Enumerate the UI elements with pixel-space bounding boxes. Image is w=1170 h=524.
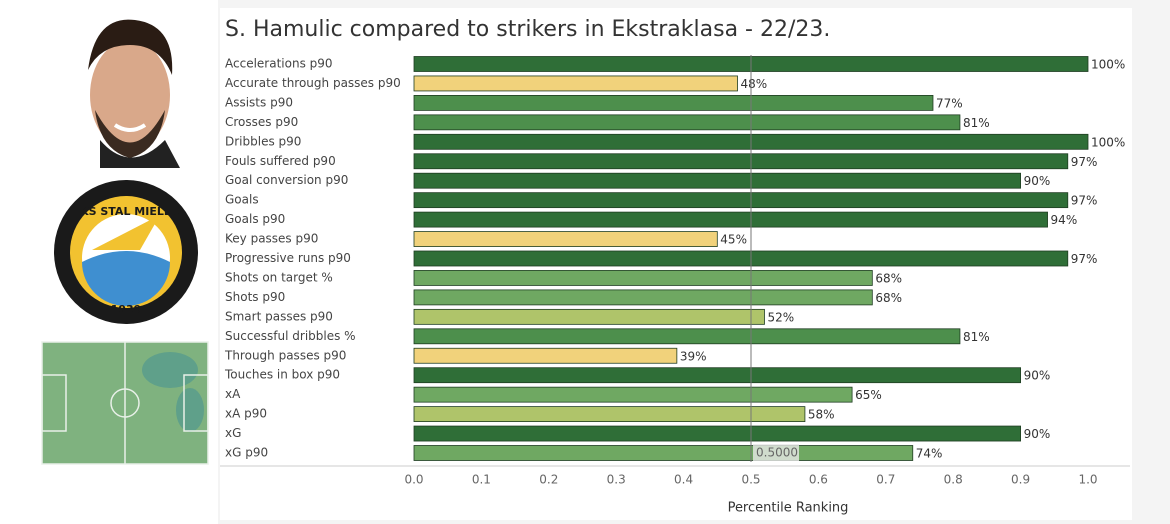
value-label: 81%	[963, 330, 990, 344]
bar	[413, 192, 1069, 209]
category-label: Crosses p90	[225, 115, 298, 129]
category-label: Touches in box p90	[224, 368, 340, 382]
value-label: 74%	[916, 447, 943, 461]
value-label: 77%	[936, 96, 963, 110]
x-tick-label: 0.2	[539, 473, 558, 487]
category-label: Successful dribbles %	[225, 329, 356, 343]
x-tick-label: 0.5	[741, 473, 760, 487]
value-label: 97%	[1071, 252, 1098, 266]
value-label: 90%	[1024, 427, 1051, 441]
bar	[413, 386, 853, 403]
bar	[413, 95, 934, 111]
x-tick-label: 0.0	[404, 473, 423, 487]
value-label: 90%	[1024, 369, 1051, 383]
x-tick-label: 0.8	[944, 473, 963, 487]
value-label: 58%	[808, 408, 835, 422]
chart-title: S. Hamulic compared to strikers in Ekstr…	[225, 17, 830, 42]
value-label: 52%	[767, 310, 794, 324]
heatmap	[41, 341, 209, 465]
category-label: Goal conversion p90	[225, 173, 348, 187]
bar	[413, 445, 914, 461]
value-label: 81%	[963, 116, 990, 130]
value-label: 100%	[1091, 135, 1125, 149]
reference-label: 0.5000	[756, 446, 798, 460]
bar	[413, 211, 1048, 228]
category-label: Progressive runs p90	[225, 251, 351, 265]
value-label: 100%	[1091, 58, 1125, 72]
category-label: Accurate through passes p90	[225, 76, 401, 90]
club-logo: FKS STAL MIELEC 1939	[54, 180, 198, 324]
bar	[413, 406, 806, 423]
category-label: Goals p90	[225, 212, 285, 226]
category-label: xA	[225, 387, 241, 401]
bar	[413, 250, 1069, 267]
value-label: 90%	[1024, 174, 1051, 188]
category-label: Fouls suffered p90	[225, 154, 336, 168]
x-tick-label: 0.6	[809, 473, 828, 487]
value-label: 39%	[680, 349, 707, 363]
value-label: 94%	[1051, 213, 1078, 227]
value-label: 68%	[875, 291, 902, 305]
bar	[413, 425, 1021, 442]
reference-label-box	[753, 444, 799, 461]
bar	[413, 153, 1069, 170]
value-label: 97%	[1071, 155, 1098, 169]
value-label: 65%	[855, 388, 882, 402]
x-tick-label: 1.0	[1078, 473, 1097, 487]
bar	[413, 328, 961, 345]
x-tick-label: 0.4	[674, 473, 693, 487]
bar	[413, 172, 1021, 189]
value-label: 68%	[875, 271, 902, 285]
x-tick-label: 0.3	[607, 473, 626, 487]
logo-year: 1939	[111, 303, 142, 316]
bar	[413, 270, 873, 286]
category-label: Smart passes p90	[225, 309, 333, 323]
category-label: Goals	[225, 193, 259, 207]
value-label: 97%	[1071, 194, 1098, 208]
x-axis-title: Percentile Ranking	[728, 501, 849, 516]
category-label: Accelerations p90	[225, 57, 333, 71]
category-label: Shots p90	[225, 290, 285, 304]
category-label: Shots on target %	[225, 270, 333, 284]
bar	[413, 75, 738, 92]
category-label: xA p90	[225, 407, 267, 421]
bar	[413, 231, 718, 247]
category-label: Through passes p90	[224, 348, 346, 362]
category-label: xG	[225, 426, 241, 440]
category-label: Key passes p90	[225, 232, 318, 246]
category-label: Dribbles p90	[225, 134, 301, 148]
x-tick-label: 0.7	[876, 473, 895, 487]
x-tick-label: 0.1	[472, 473, 491, 487]
bar	[413, 308, 765, 325]
bar	[413, 367, 1021, 384]
player-photo	[80, 8, 180, 168]
category-label: xG p90	[225, 446, 268, 460]
x-tick-label: 0.9	[1011, 473, 1030, 487]
bar	[413, 114, 961, 131]
bar	[413, 347, 678, 364]
logo-text: FKS STAL MIELEC	[73, 205, 180, 218]
category-label: Assists p90	[225, 95, 293, 109]
value-label: 48%	[741, 77, 768, 91]
bar	[413, 289, 873, 306]
value-label: 45%	[720, 233, 747, 247]
